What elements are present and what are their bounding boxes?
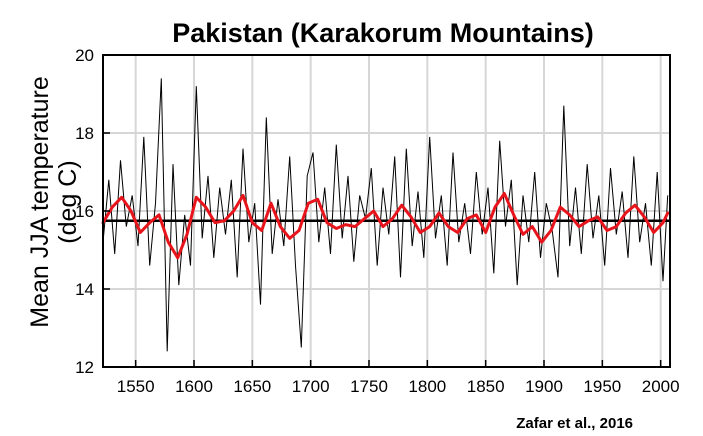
series-group xyxy=(101,78,670,352)
gridlines xyxy=(103,54,670,368)
x-tick-label: 1900 xyxy=(525,377,563,396)
y-tick-label: 14 xyxy=(75,280,94,299)
y-tick-label: 20 xyxy=(75,46,94,65)
y-tick-label: 12 xyxy=(75,358,94,377)
annual-series-line xyxy=(102,78,669,352)
y-axis-label-line2: (deg C) xyxy=(54,160,82,243)
x-tick-label: 1800 xyxy=(408,377,446,396)
y-axis-label: Mean JJA temperature (deg C) xyxy=(26,76,82,328)
y-tick-label: 16 xyxy=(75,202,94,221)
x-tick-label: 1950 xyxy=(583,377,621,396)
source-annotation: Zafar et al., 2016 xyxy=(516,415,633,432)
y-tick-label: 18 xyxy=(75,124,94,143)
x-tick-label: 1700 xyxy=(292,377,330,396)
x-tick-label: 1650 xyxy=(233,377,271,396)
x-tick-label: 1850 xyxy=(467,377,505,396)
smoothed-series-line xyxy=(101,192,670,260)
x-tick-label: 2000 xyxy=(642,377,680,396)
tick-labels: 1550 1600 1650 1700 1750 1800 1850 1900 1950 2000… xyxy=(75,46,680,396)
x-tick-label: 1750 xyxy=(350,377,388,396)
x-tick-label: 1600 xyxy=(175,377,213,396)
chart-title: Pakistan (Karakorum Mountains) xyxy=(172,18,594,48)
y-axis-label-line1: Mean JJA temperature xyxy=(26,76,54,328)
x-tick-label: 1550 xyxy=(117,377,155,396)
